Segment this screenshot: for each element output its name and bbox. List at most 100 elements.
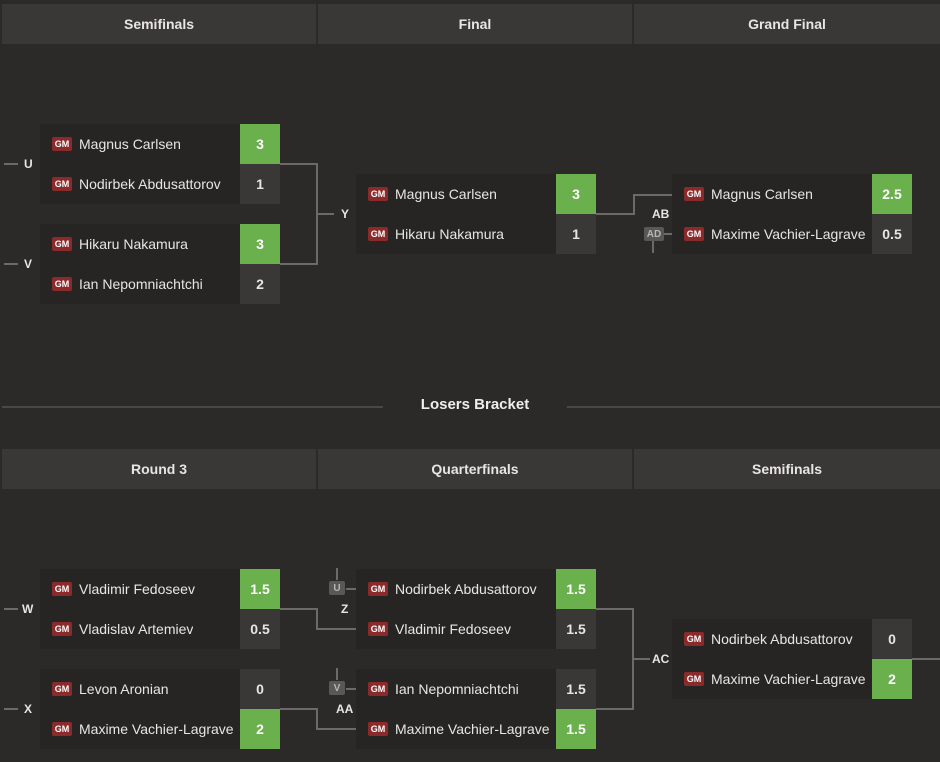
connector [912, 658, 940, 660]
match-label-z: Z [341, 602, 349, 616]
match-player[interactable]: GM Maxime Vachier-Lagrave 2 [672, 659, 912, 699]
connector [280, 708, 317, 710]
round-header-quarterfinals: Quarterfinals [318, 449, 632, 489]
match-player[interactable]: GM Ian Nepomniachtchi 1.5 [356, 669, 596, 709]
player-score: 1.5 [556, 709, 596, 749]
player-name: Vladislav Artemiev [79, 621, 194, 637]
match-ab[interactable]: GM Magnus Carlsen 2.5 GM Maxime Vachier-La… [672, 174, 912, 254]
player-name: Magnus Carlsen [395, 186, 497, 202]
gm-title-badge: GM [52, 277, 72, 291]
separator-line [2, 406, 383, 408]
match-w[interactable]: GM Vladimir Fedoseev 1.5 GM Vladislav Arte… [40, 569, 280, 649]
match-x[interactable]: GM Levon Aronian 0 GM Maxime Vachier-Lagra… [40, 669, 280, 749]
player-name: Maxime Vachier-Lagrave [711, 226, 866, 242]
match-label-y: Y [341, 207, 350, 221]
player-name: Maxime Vachier-Lagrave [79, 721, 234, 737]
player-score: 3 [556, 174, 596, 214]
connector [596, 708, 633, 710]
match-label-ab: AB [652, 207, 670, 221]
connector [652, 241, 656, 253]
match-player[interactable]: GM Ian Nepomniachtchi 2 [40, 264, 280, 304]
player-score: 2 [872, 659, 912, 699]
gm-title-badge: GM [368, 722, 388, 736]
player-name: Nodirbek Abdusattorov [711, 631, 853, 647]
player-name: Maxime Vachier-Lagrave [395, 721, 550, 737]
connector [316, 608, 318, 630]
connector [4, 163, 18, 165]
connector [316, 708, 318, 730]
match-aa[interactable]: GM Ian Nepomniachtchi 1.5 GM Maxime Vachie… [356, 669, 596, 749]
match-u[interactable]: GM Magnus Carlsen 3 GM Nodirbek Abdusattor… [40, 124, 280, 204]
match-label-v: V [24, 257, 33, 271]
gm-title-badge: GM [368, 622, 388, 636]
player-name: Vladimir Fedoseev [79, 581, 195, 597]
connector [336, 568, 340, 580]
match-player[interactable]: GM Vladimir Fedoseev 1.5 [40, 569, 280, 609]
connector [316, 628, 356, 630]
connector [4, 708, 18, 710]
source-match-badge-ad[interactable]: AD [644, 227, 664, 241]
losers-bracket-title: Losers Bracket [420, 396, 530, 413]
source-match-badge-u[interactable]: U [329, 581, 345, 595]
connector [280, 163, 317, 165]
match-player[interactable]: GM Levon Aronian 0 [40, 669, 280, 709]
match-player[interactable]: GM Hikaru Nakamura 3 [40, 224, 280, 264]
gm-title-badge: GM [52, 622, 72, 636]
player-name: Magnus Carlsen [79, 136, 181, 152]
match-player[interactable]: GM Maxime Vachier-Lagrave 1.5 [356, 709, 596, 749]
connector [316, 728, 356, 730]
match-player[interactable]: GM Nodirbek Abdusattorov 0 [672, 619, 912, 659]
player-name: Nodirbek Abdusattorov [395, 581, 537, 597]
connector [596, 608, 633, 610]
gm-title-badge: GM [368, 187, 388, 201]
player-name: Hikaru Nakamura [395, 226, 504, 242]
player-score: 3 [240, 224, 280, 264]
gm-title-badge: GM [52, 237, 72, 251]
round-header-grand-final: Grand Final [634, 4, 940, 44]
match-label-x: X [24, 702, 33, 716]
gm-title-badge: GM [368, 682, 388, 696]
connector [664, 233, 672, 235]
match-player[interactable]: GM Magnus Carlsen 3 [40, 124, 280, 164]
match-player[interactable]: GM Maxime Vachier-Lagrave 2 [40, 709, 280, 749]
connector [346, 588, 356, 590]
match-y[interactable]: GM Magnus Carlsen 3 GM Hikaru Nakamura 1 [356, 174, 596, 254]
source-match-badge-v[interactable]: V [329, 681, 345, 695]
connector [280, 263, 317, 265]
player-score: 2 [240, 264, 280, 304]
match-label-w: W [22, 602, 34, 616]
match-player[interactable]: GM Nodirbek Abdusattorov 1 [40, 164, 280, 204]
match-player[interactable]: GM Nodirbek Abdusattorov 1.5 [356, 569, 596, 609]
round-header-round-3: Round 3 [2, 449, 316, 489]
connector [633, 194, 635, 215]
player-score: 0 [872, 619, 912, 659]
match-label-u: U [24, 157, 33, 171]
gm-title-badge: GM [52, 582, 72, 596]
round-header-semifinals: Semifinals [634, 449, 940, 489]
player-score: 1.5 [556, 569, 596, 609]
gm-title-badge: GM [684, 187, 704, 201]
player-score: 1 [240, 164, 280, 204]
separator-line [567, 406, 940, 408]
match-player[interactable]: GM Magnus Carlsen 2.5 [672, 174, 912, 214]
match-player[interactable]: GM Vladislav Artemiev 0.5 [40, 609, 280, 649]
match-z[interactable]: GM Nodirbek Abdusattorov 1.5 GM Vladimir F… [356, 569, 596, 649]
connector [596, 213, 634, 215]
match-ac[interactable]: GM Nodirbek Abdusattorov 0 GM Maxime Vachi… [672, 619, 912, 699]
connector [4, 263, 18, 265]
player-score: 1 [556, 214, 596, 254]
match-player[interactable]: GM Hikaru Nakamura 1 [356, 214, 596, 254]
gm-title-badge: GM [52, 722, 72, 736]
gm-title-badge: GM [368, 582, 388, 596]
connector [336, 668, 340, 680]
match-v[interactable]: GM Hikaru Nakamura 3 GM Ian Nepomniachtchi… [40, 224, 280, 304]
player-name: Hikaru Nakamura [79, 236, 188, 252]
match-player[interactable]: GM Maxime Vachier-Lagrave 0.5 [672, 214, 912, 254]
match-player[interactable]: GM Magnus Carlsen 3 [356, 174, 596, 214]
match-player[interactable]: GM Vladimir Fedoseev 1.5 [356, 609, 596, 649]
player-score: 1.5 [240, 569, 280, 609]
gm-title-badge: GM [52, 682, 72, 696]
gm-title-badge: GM [52, 137, 72, 151]
gm-title-badge: GM [684, 632, 704, 646]
player-score: 2.5 [872, 174, 912, 214]
